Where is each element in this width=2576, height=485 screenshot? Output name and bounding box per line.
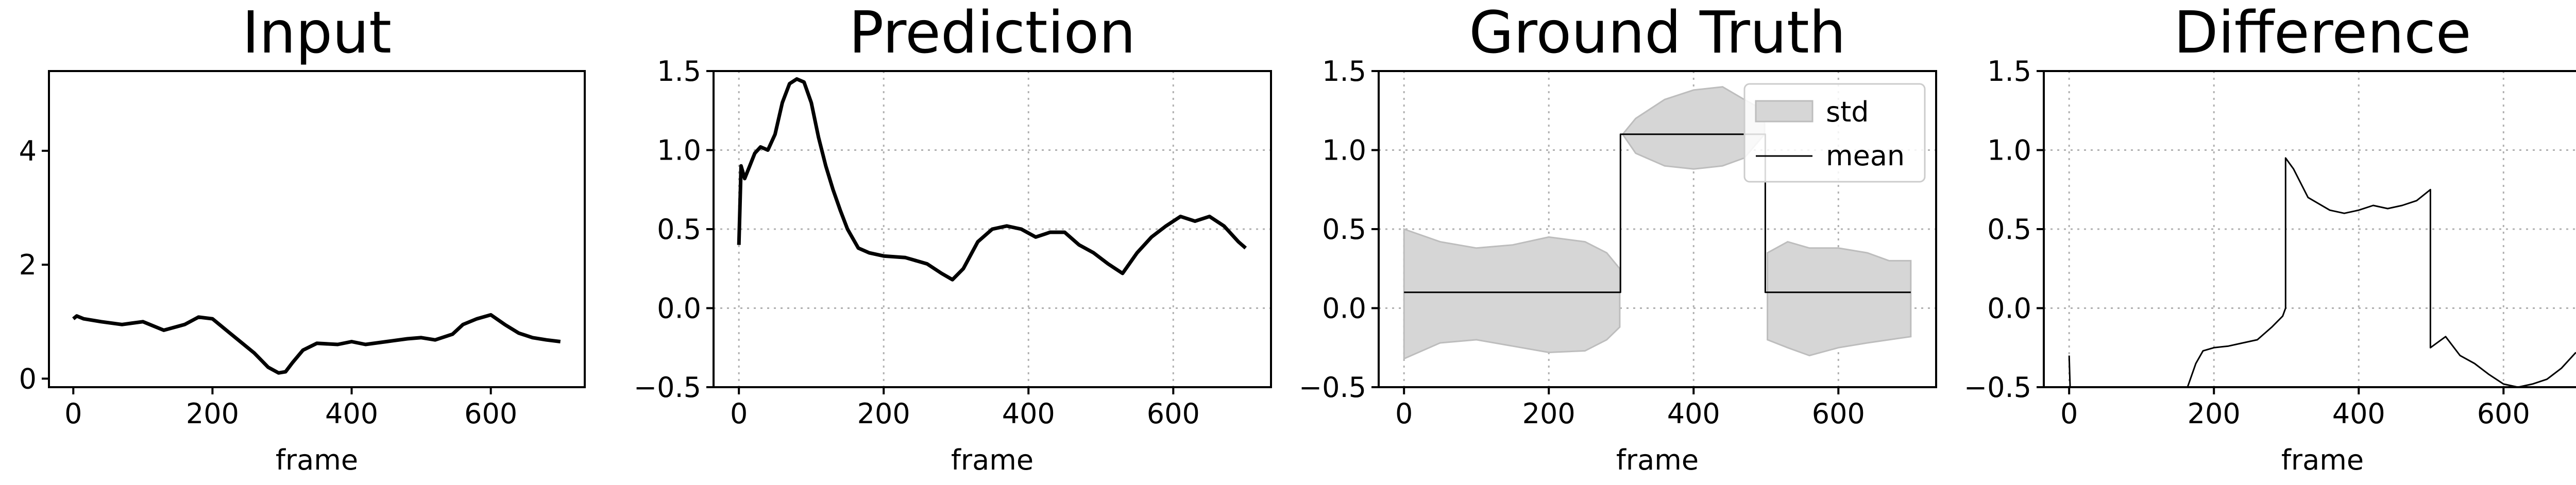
std-band-segment [1403,228,1621,360]
x-tick-label: 400 [325,397,378,430]
plot-area [2068,157,2576,387]
x-tick-label: 0 [730,397,748,430]
y-tick-label: 0.5 [657,213,701,246]
plot-area [737,77,1247,282]
x-tick-label: 600 [2477,397,2530,430]
panel-3: 0 200 400 600 −0.5 0.0 0.5 1.0 1.5 Difference fram… [1964,0,2576,476]
y-tick-label: 0.5 [1322,213,1366,246]
legend-label: mean [1826,140,1905,172]
x-tick-label: 400 [2332,397,2385,430]
y-tick-label: 2 [19,249,37,281]
legend-swatch-std [1755,100,1814,123]
x-tick-label: 200 [857,397,910,430]
y-tick-label: 0.0 [1322,292,1366,325]
y-tick-label: 0 [19,362,37,395]
panel-2: 0 200 400 600 −0.5 0.0 0.5 1.0 1.5 Ground Truth fr… [1299,0,1937,476]
x-tick-label: 600 [1147,397,1200,430]
mean-line [1404,133,1911,293]
std-band-segment [1767,240,1912,357]
plot-area [72,313,561,375]
y-tick-label: 0.0 [657,292,701,325]
x-tick-label: 600 [1812,397,1865,430]
axes-frame [48,70,586,388]
x-tick-label: 200 [2188,397,2241,430]
y-tick-label: 0.5 [1987,213,2031,246]
panel-0: 0 200 400 600 0 2 4 Input frame [19,0,586,476]
y-tick-label: 1.5 [1987,55,2031,88]
x-tick-label: 400 [1667,397,1720,430]
y-tick-label: 1.5 [657,55,701,88]
series-line [2187,157,2576,387]
y-tick-label: −0.5 [1299,371,1366,404]
legend-label: std [1826,96,1869,128]
y-tick-label: 1.0 [1987,134,2031,167]
y-tick-label: 0.0 [1987,292,2031,325]
x-tick-label: 0 [2060,397,2078,430]
x-tick-label: 200 [1522,397,1575,430]
y-tick-label: −0.5 [1964,371,2031,404]
y-tick-label: 1.0 [657,134,701,167]
chart-title: Prediction [849,0,1136,66]
chart-title: Difference [2174,0,2471,66]
x-tick-label: 200 [186,397,239,430]
x-axis-label: frame [1616,444,1699,476]
y-tick-label: 1.5 [1322,55,1366,88]
series-line [2068,355,2071,387]
y-tick-label: 4 [19,135,37,167]
x-tick-label: 0 [1395,397,1413,430]
plot-area [1403,86,1912,360]
series-line [737,77,1247,282]
panel-1: 0 200 400 600 −0.5 0.0 0.5 1.0 1.5 Prediction fram… [634,0,1272,476]
x-axis-label: frame [276,444,358,476]
x-tick-label: 600 [464,397,517,430]
x-tick-label: 400 [1002,397,1055,430]
series-line [72,313,561,375]
legend: std mean [1743,83,1926,183]
y-tick-label: −0.5 [634,371,701,404]
x-tick-label: 0 [64,397,82,430]
chart-title: Input [242,0,392,66]
x-axis-label: frame [951,444,1033,476]
x-axis-label: frame [2281,444,2364,476]
chart-title: Ground Truth [1469,0,1845,66]
y-tick-label: 1.0 [1322,134,1366,167]
